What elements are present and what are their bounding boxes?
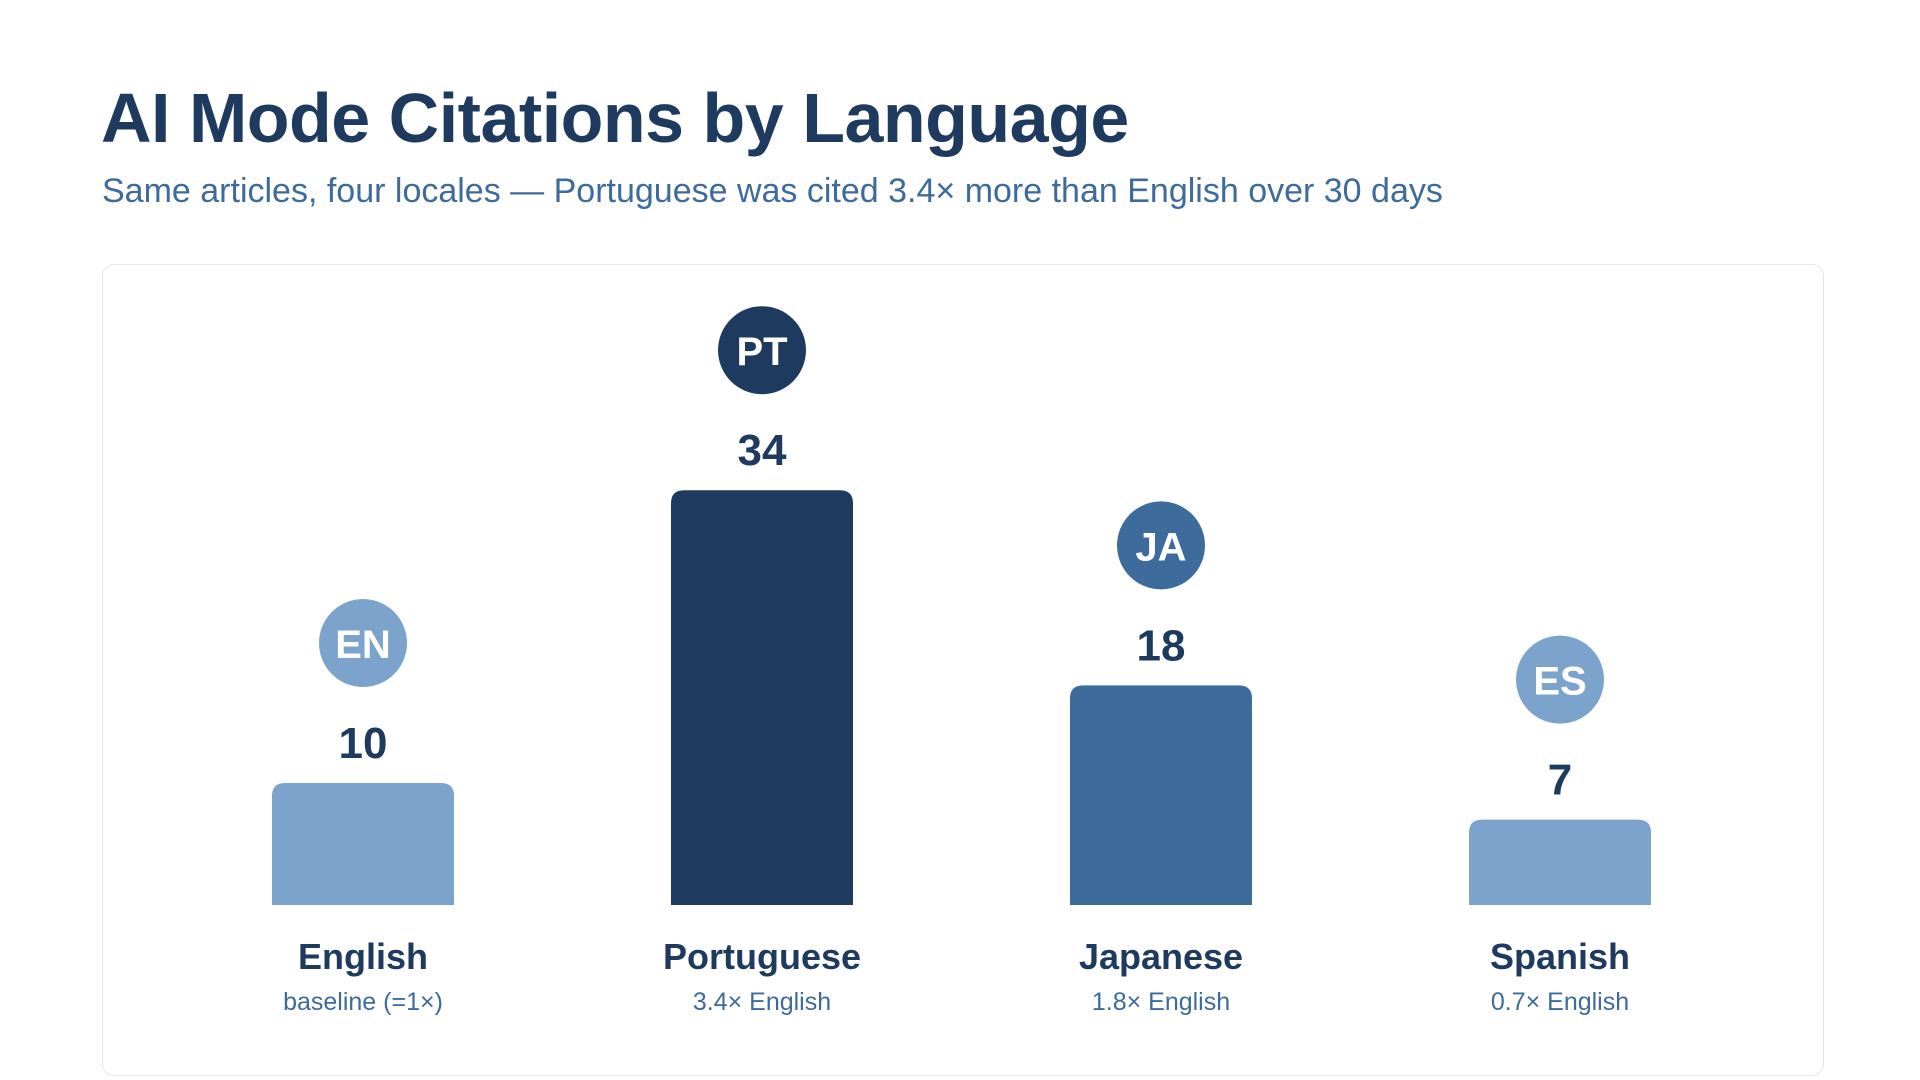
badge-code-en: EN bbox=[335, 623, 391, 667]
badge-code-es: ES bbox=[1533, 660, 1586, 704]
badge-code-ja: JA bbox=[1135, 525, 1186, 569]
category-label: Spanish bbox=[1490, 936, 1630, 977]
bar-ja bbox=[1070, 685, 1252, 905]
value-label: 10 bbox=[339, 719, 388, 768]
bar-en bbox=[272, 783, 454, 905]
badge-code-pt: PT bbox=[736, 330, 787, 374]
chart-card: 10 EN English baseline (=1×) 34 PT Portuguese 3… bbox=[102, 264, 1824, 1076]
badge-circle bbox=[1516, 635, 1604, 724]
value-label: 18 bbox=[1137, 621, 1186, 670]
badge-circle bbox=[319, 599, 407, 687]
category-sublabel: 3.4× English bbox=[693, 988, 831, 1016]
badge-circle bbox=[1117, 501, 1205, 590]
category-label: Portuguese bbox=[663, 936, 861, 977]
category-label: Japanese bbox=[1079, 936, 1243, 977]
category-sublabel: 0.7× English bbox=[1491, 988, 1629, 1016]
category-label: English bbox=[298, 936, 428, 977]
value-label: 7 bbox=[1548, 756, 1572, 805]
category-sublabel: baseline (=1×) bbox=[283, 988, 443, 1016]
chart-subtitle: Same articles, four locales — Portuguese… bbox=[102, 172, 1443, 210]
chart-title: AI Mode Citations by Language bbox=[101, 79, 1129, 157]
bar-pt bbox=[671, 490, 853, 905]
value-label: 34 bbox=[738, 426, 787, 475]
bar-chart: 10 EN English baseline (=1×) 34 PT Portuguese 3… bbox=[272, 306, 1651, 1016]
category-sublabel: 1.8× English bbox=[1092, 988, 1230, 1016]
badge-circle bbox=[718, 306, 806, 395]
bar-es bbox=[1469, 819, 1651, 905]
